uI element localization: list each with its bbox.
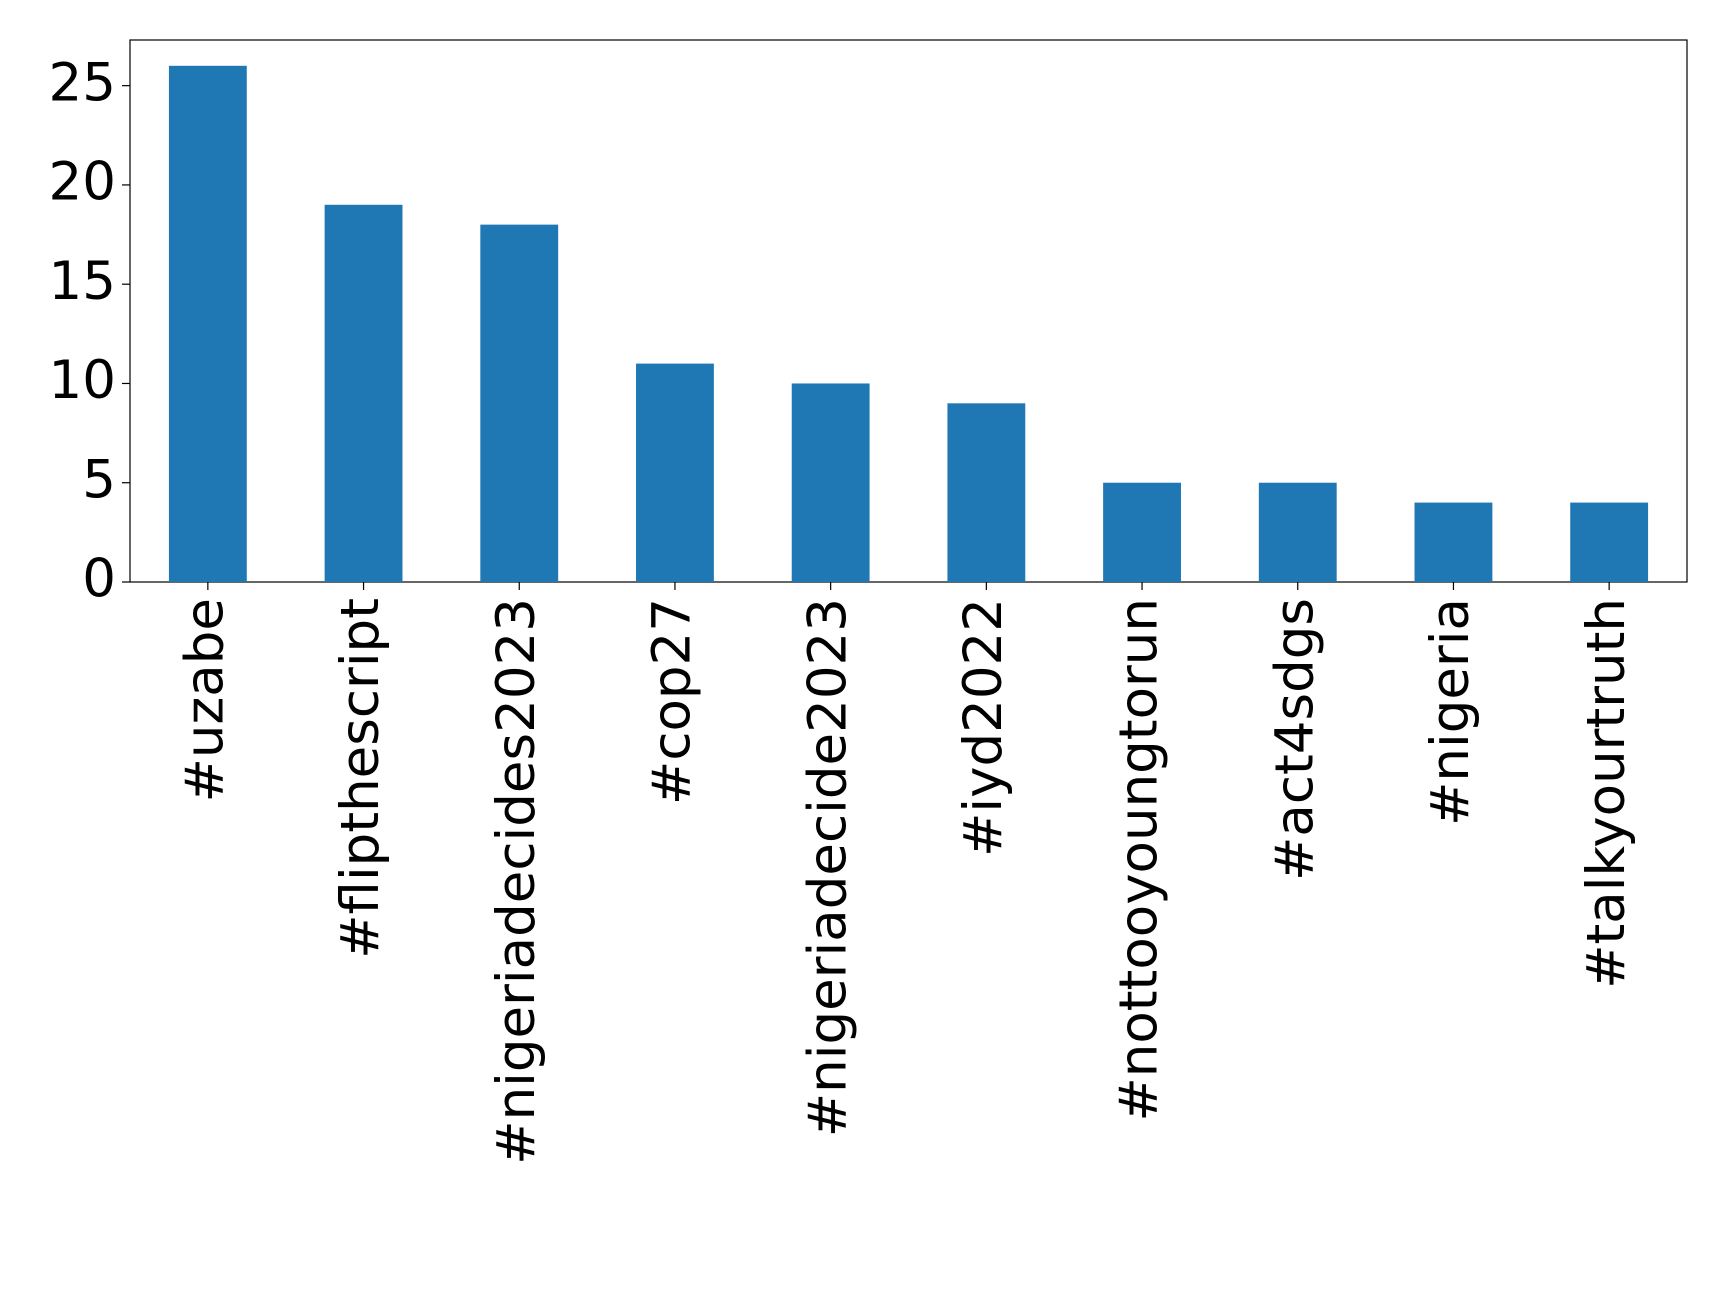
x-tick-label: #talkyourtruth	[1576, 598, 1637, 989]
y-tick-label: 15	[49, 251, 116, 312]
x-tick-label: #iyd2022	[953, 598, 1014, 857]
x-tick-label: #act4sdgs	[1264, 598, 1325, 881]
x-tick-label: #nigeriadecide2023	[797, 598, 858, 1137]
y-tick-label: 25	[49, 52, 116, 113]
bar	[1570, 502, 1649, 582]
x-tick-label: #nottooyoungtorun	[1109, 598, 1170, 1122]
bar	[168, 65, 247, 583]
x-tick-label: #nigeriadecides2023	[486, 598, 547, 1165]
bar	[791, 383, 870, 582]
bar	[1414, 502, 1493, 582]
x-tick-label: #uzabe	[174, 598, 235, 803]
x-tick-label: #nigeria	[1420, 598, 1481, 826]
bar	[324, 204, 403, 583]
x-tick-label: #flipthescript	[330, 598, 391, 959]
y-tick-label: 5	[82, 449, 116, 510]
x-tick-label: #cop27	[642, 598, 703, 805]
bar	[1258, 482, 1337, 582]
bar	[480, 224, 559, 582]
bar	[947, 403, 1026, 582]
y-tick-label: 10	[49, 350, 116, 411]
y-tick-label: 20	[49, 152, 116, 213]
bar	[1103, 482, 1181, 582]
plot-frame	[129, 39, 1688, 583]
y-tick-label: 0	[82, 549, 116, 610]
bar	[636, 363, 714, 582]
